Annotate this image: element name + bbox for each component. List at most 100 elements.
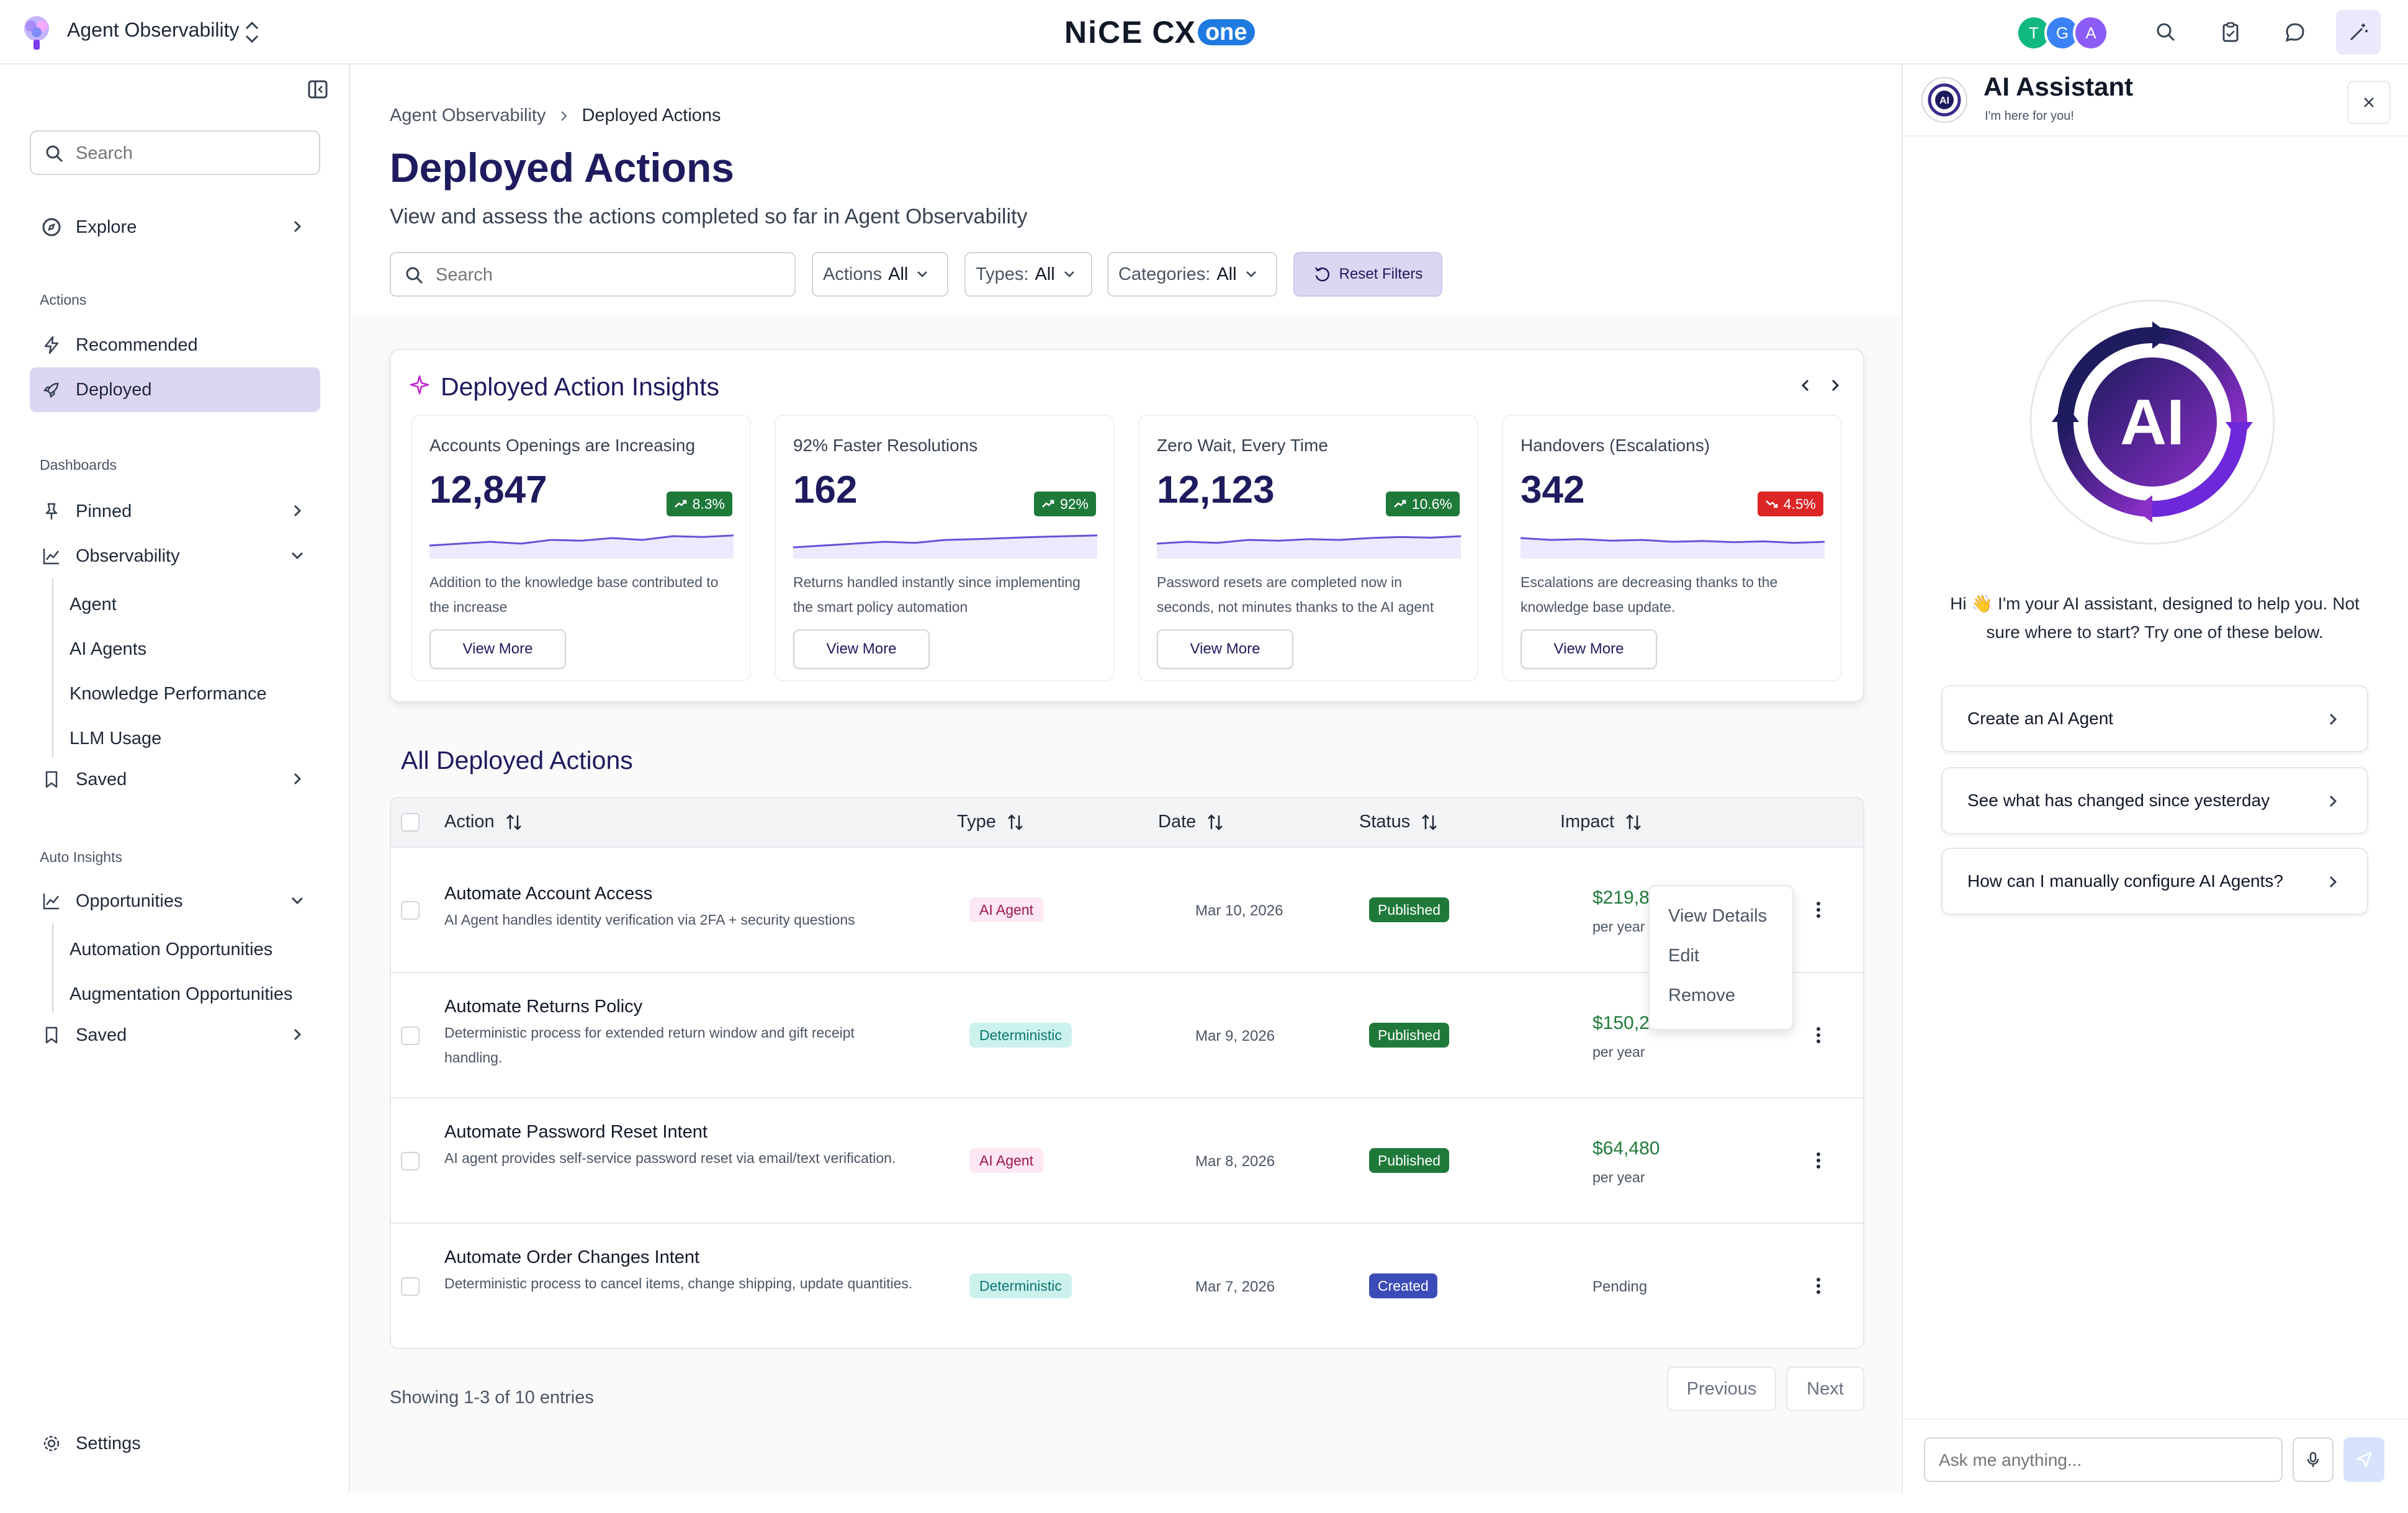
top-bar: Agent Observability NiCE CX one T G A <box>0 0 2408 65</box>
sidebar: Explore Actions Recommended Deployed Das… <box>0 65 350 1493</box>
sidebar-search-input[interactable] <box>76 140 312 166</box>
sidebar-item-recommended[interactable]: Recommended <box>30 323 320 367</box>
next-page-button[interactable]: Next <box>1786 1367 1864 1411</box>
column-header-action[interactable]: Action <box>444 812 523 832</box>
more-options-icon[interactable] <box>1810 1148 1827 1173</box>
chat-icon[interactable] <box>2279 16 2311 48</box>
more-options-icon[interactable] <box>1810 897 1827 922</box>
menu-item-edit[interactable]: Edit <box>1668 946 1699 966</box>
sidebar-subitem-automation-opportunities[interactable]: Automation Opportunities <box>70 940 273 959</box>
sidebar-subitem-ai-agents[interactable]: AI Agents <box>70 639 147 659</box>
avatar[interactable]: A <box>2073 15 2109 51</box>
app-switcher[interactable]: Agent Observability <box>67 19 239 42</box>
sidebar-item-label: Saved <box>76 1025 127 1045</box>
table-row[interactable]: Automate Password Reset Intent AI agent … <box>391 1098 1863 1224</box>
sidebar-item-deployed[interactable]: Deployed <box>30 367 320 412</box>
view-more-button[interactable]: View More <box>793 629 930 669</box>
sidebar-item-saved-insights[interactable]: Saved <box>30 1013 320 1057</box>
menu-item-remove[interactable]: Remove <box>1668 985 1735 1005</box>
assistant-composer <box>1903 1419 2408 1493</box>
column-header-impact[interactable]: Impact <box>1560 812 1643 832</box>
sparkline <box>1521 537 1825 559</box>
view-more-button[interactable]: View More <box>1157 629 1293 669</box>
sidebar-subitem-agent[interactable]: Agent <box>70 595 117 614</box>
sidebar-item-saved[interactable]: Saved <box>30 757 320 802</box>
type-badge: AI Agent <box>969 1148 1043 1173</box>
filter-search[interactable] <box>390 252 796 297</box>
actions-filter-dropdown[interactable]: Actions All <box>812 252 948 297</box>
column-header-status[interactable]: Status <box>1359 812 1439 832</box>
brand-logo: NiCE CX one <box>1064 14 1255 51</box>
metric-card: Zero Wait, Every Time 12,123 10.6% Passw… <box>1138 415 1478 681</box>
sidebar-search[interactable] <box>30 130 320 175</box>
microphone-icon[interactable] <box>2293 1437 2334 1482</box>
suggestion-label: Create an AI Agent <box>1967 709 2114 728</box>
sidebar-collapse-icon[interactable] <box>307 78 329 101</box>
suggestion-what-changed[interactable]: See what has changed since yesterday <box>1941 767 2368 834</box>
sparkline-area <box>1521 538 1825 559</box>
view-more-button[interactable]: View More <box>429 629 566 669</box>
send-icon[interactable] <box>2343 1437 2384 1482</box>
sidebar-subitem-knowledge-performance[interactable]: Knowledge Performance <box>70 684 267 704</box>
row-checkbox[interactable] <box>401 901 420 920</box>
sidebar-item-label: Explore <box>76 217 137 237</box>
categories-filter-dropdown[interactable]: Categories: All <box>1107 252 1277 297</box>
row-checkbox[interactable] <box>401 1026 420 1045</box>
chevron-right-icon <box>294 505 302 517</box>
search-icon[interactable] <box>2150 16 2182 48</box>
chevron-up-down-icon[interactable] <box>241 17 263 47</box>
breadcrumb-parent[interactable]: Agent Observability <box>390 106 546 125</box>
assistant-input[interactable] <box>1939 1447 2268 1473</box>
table-row[interactable]: Automate Order Changes Intent Determinis… <box>391 1224 1863 1348</box>
chevron-right-icon <box>294 1028 302 1041</box>
suggestion-configure-agents[interactable]: How can I manually configure AI Agents? <box>1941 848 2368 915</box>
type-badge: Deterministic <box>969 1023 1072 1048</box>
types-filter-dropdown[interactable]: Types: All <box>964 252 1092 297</box>
bookmark-icon <box>41 1025 62 1046</box>
suggestion-create-ai-agent[interactable]: Create an AI Agent <box>1941 685 2368 752</box>
avatar-group[interactable]: T G A <box>2016 15 2109 51</box>
search-icon <box>46 145 63 163</box>
trend-up-icon <box>1393 500 1406 508</box>
metric-description: Escalations are decreasing thanks to the… <box>1521 574 1778 615</box>
trend-badge: 8.3% <box>666 492 732 516</box>
table-row[interactable]: Automate Account Access AI Agent handles… <box>391 848 1863 973</box>
impact-value: Pending <box>1593 1278 1648 1295</box>
sparkline-area <box>793 535 1097 559</box>
reset-filters-button[interactable]: Reset Filters <box>1293 252 1442 297</box>
assistant-greeting: Hi 👋 I'm your AI assistant, designed to … <box>1950 594 2360 642</box>
menu-item-view-details[interactable]: View Details <box>1668 906 1768 926</box>
filter-value: All <box>888 264 909 284</box>
sidebar-subitem-llm-usage[interactable]: LLM Usage <box>70 729 162 748</box>
sidebar-item-pinned[interactable]: Pinned <box>30 489 320 534</box>
more-options-icon[interactable] <box>1810 1273 1827 1298</box>
filter-search-input[interactable] <box>436 262 783 288</box>
trend-down-icon <box>1765 500 1777 508</box>
chevron-left-icon[interactable] <box>1795 375 1816 396</box>
more-options-icon[interactable] <box>1810 1023 1827 1048</box>
column-header-type[interactable]: Type <box>957 812 1025 832</box>
sidebar-item-explore[interactable]: Explore <box>30 205 320 249</box>
sidebar-subitem-augmentation-opportunities[interactable]: Augmentation Opportunities <box>70 984 293 1004</box>
filter-value: All <box>1035 264 1055 284</box>
chevron-right-icon <box>2329 795 2337 807</box>
lightning-icon <box>41 334 62 356</box>
select-all-checkbox[interactable] <box>401 813 420 832</box>
column-header-date[interactable]: Date <box>1158 812 1224 832</box>
magic-wand-icon[interactable] <box>2336 10 2381 55</box>
sidebar-item-observability[interactable]: Observability <box>30 534 320 578</box>
sidebar-item-settings[interactable]: Settings <box>30 1421 320 1466</box>
row-checkbox[interactable] <box>401 1152 420 1170</box>
sidebar-item-opportunities[interactable]: Opportunities <box>30 879 320 923</box>
view-more-button[interactable]: View More <box>1521 629 1657 669</box>
metric-description: Returns handled instantly since implemen… <box>793 574 1080 615</box>
line-chart-icon <box>41 545 62 567</box>
chevron-right-icon[interactable] <box>1825 375 1846 396</box>
sidebar-item-label: Pinned <box>76 501 132 521</box>
row-checkbox[interactable] <box>401 1277 420 1296</box>
previous-page-button[interactable]: Previous <box>1667 1367 1776 1411</box>
close-icon[interactable] <box>2347 81 2391 124</box>
assistant-input-field[interactable] <box>1924 1437 2283 1482</box>
clipboard-icon[interactable] <box>2214 16 2247 48</box>
table-row[interactable]: Automate Returns Policy Deterministic pr… <box>391 973 1863 1098</box>
